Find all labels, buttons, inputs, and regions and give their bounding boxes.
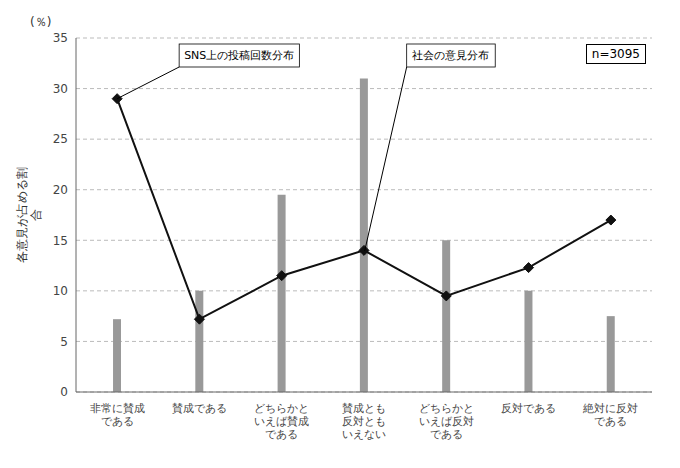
svg-text:各意見が占める割合: 各意見が占める割合 [15,167,43,263]
svg-text:賛成とも反対ともいえない: 賛成とも反対ともいえない [342,402,386,441]
html-text:n=3095: n=3095 [591,47,640,61]
svg-text:どちらかといえば反対である: どちらかといえば反対である [419,402,474,441]
svg-text:社会の意見分布: 社会の意見分布 [412,49,489,62]
svg-text:SNS上の投稿回数分布: SNS上の投稿回数分布 [184,49,294,62]
svg-text:15: 15 [53,234,68,248]
svg-text:非常に賛成である: 非常に賛成である [90,402,145,428]
svg-text:0: 0 [60,385,68,399]
svg-text:反対である: 反対である [501,402,556,415]
svg-text:どちらかといえば賛成である: どちらかといえば賛成である [254,402,309,441]
svg-text:賛成である: 賛成である [172,402,227,415]
svg-text:30: 30 [53,82,68,96]
svg-text:25: 25 [53,132,68,146]
svg-text:20: 20 [53,183,68,197]
svg-text:絶対に反対である: 絶対に反対である [582,402,638,428]
svg-text:10: 10 [53,284,68,298]
svg-text:35: 35 [53,31,68,45]
svg-text:5: 5 [60,335,68,349]
